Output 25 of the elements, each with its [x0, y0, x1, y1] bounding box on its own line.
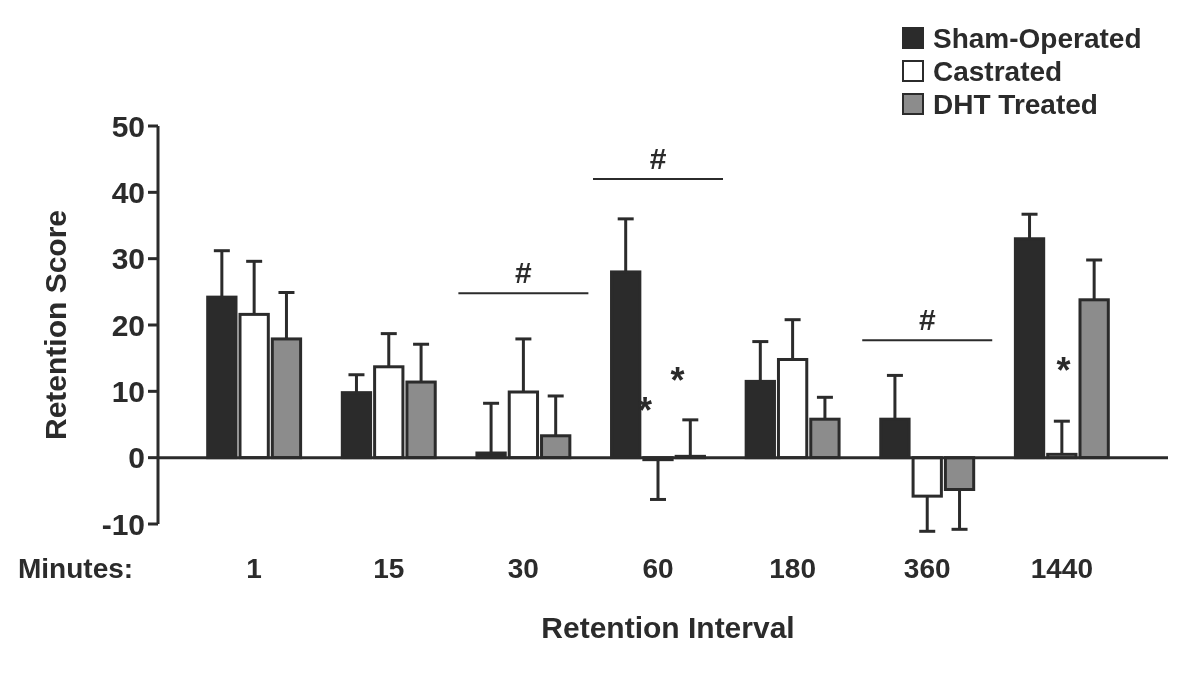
text: Minutes: — [18, 553, 134, 584]
y-tick-label: 0 — [128, 441, 145, 475]
x-tick-label: 15 — [373, 553, 405, 584]
y-tick-label: 20 — [111, 308, 145, 342]
y-tick-label: 40 — [111, 175, 145, 209]
x-tick-label: 1 — [246, 553, 262, 584]
annotation: * — [1056, 350, 1071, 392]
x-axis-title: Retention Interval — [541, 611, 795, 644]
annotation: # — [649, 142, 667, 176]
y-axis-title: Retention Score — [39, 209, 72, 441]
y-tick-label: 50 — [111, 109, 145, 143]
annotation: # — [515, 256, 533, 290]
x-tick-label: 60 — [642, 553, 674, 584]
y-tick-label: 10 — [111, 374, 145, 408]
legend-label: DHT Treated — [933, 88, 1098, 120]
legend-label: Sham-Operated — [933, 22, 1142, 54]
x-tick-label: 180 — [769, 553, 816, 584]
y-tick-label: -10 — [101, 507, 145, 541]
x-tick-label: 360 — [903, 553, 951, 584]
annotation: * — [670, 360, 685, 402]
y-tick-label: 30 — [111, 242, 145, 276]
x-tick-label: 1440 — [1030, 553, 1093, 584]
x-tick-label: 30 — [507, 553, 539, 584]
legend-label: Castrated — [933, 55, 1063, 87]
annotation: # — [918, 303, 936, 337]
